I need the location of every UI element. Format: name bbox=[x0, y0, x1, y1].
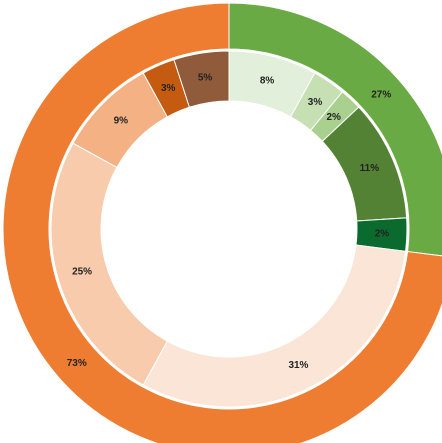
data-label: 8% bbox=[260, 75, 275, 86]
data-label: 25% bbox=[72, 266, 92, 277]
data-label: 3% bbox=[308, 97, 323, 108]
donut-segment bbox=[228, 2, 442, 257]
data-label: 5% bbox=[198, 73, 213, 84]
data-label: 27% bbox=[371, 89, 391, 100]
data-label: 31% bbox=[288, 360, 308, 371]
donut-segment bbox=[142, 244, 407, 408]
data-label: 9% bbox=[114, 115, 129, 126]
data-label: 73% bbox=[67, 358, 87, 369]
data-label: 2% bbox=[375, 228, 390, 239]
data-label: 11% bbox=[360, 163, 380, 174]
data-label: 2% bbox=[327, 112, 342, 123]
donut-segment bbox=[173, 50, 230, 108]
data-label: 3% bbox=[161, 83, 176, 94]
